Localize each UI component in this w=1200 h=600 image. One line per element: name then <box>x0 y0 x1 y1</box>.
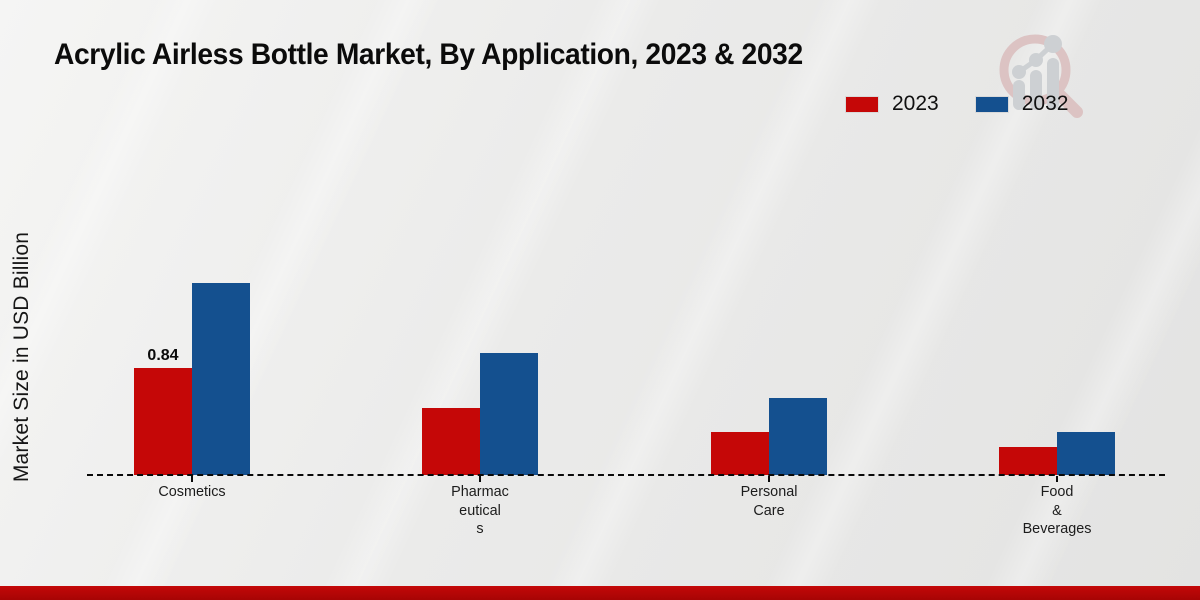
x-axis-tick-pharmaceuticals <box>479 476 482 482</box>
category-label-personal-care: Personal Care <box>740 483 798 519</box>
bar-2032-personal-care <box>768 398 827 475</box>
footer-accent-bar <box>0 586 1200 600</box>
x-axis-baseline <box>87 474 1165 476</box>
bar-2032-food-beverages <box>1057 432 1116 475</box>
bar-2023-personal-care <box>710 432 769 475</box>
legend-label-2023: 2023 <box>892 92 939 115</box>
magnifier-growth-logo-icon <box>999 34 1083 118</box>
category-label-food-beverages: Food & Beverages <box>1022 483 1092 537</box>
data-label-2023-cosmetics: 0.84 <box>147 347 179 364</box>
legend-item-2032: 2032 <box>974 92 1069 116</box>
bar-2032-cosmetics <box>192 283 250 475</box>
category-label-cosmetics: Cosmetics <box>158 483 226 500</box>
bar-2023-cosmetics <box>134 368 192 475</box>
legend-swatch-2032 <box>974 95 1009 113</box>
legend-item-2023: 2023 <box>845 92 939 116</box>
x-axis-tick-personal-care <box>767 476 770 482</box>
category-label-pharmaceuticals: Pharmac eutical s <box>451 483 510 537</box>
x-axis-tick-cosmetics <box>191 476 193 482</box>
chart-title: Acrylic Airless Bottle Market, By Applic… <box>54 38 803 71</box>
bar-2032-pharmaceuticals <box>480 353 539 475</box>
x-axis-tick-food-beverages <box>1056 476 1059 482</box>
legend: 2023 2032 <box>845 92 1068 116</box>
bar-2023-pharmaceuticals <box>422 408 481 475</box>
legend-label-2032: 2032 <box>1021 92 1069 115</box>
bar-2023-food-beverages <box>999 447 1058 475</box>
legend-swatch-2023 <box>845 95 879 113</box>
